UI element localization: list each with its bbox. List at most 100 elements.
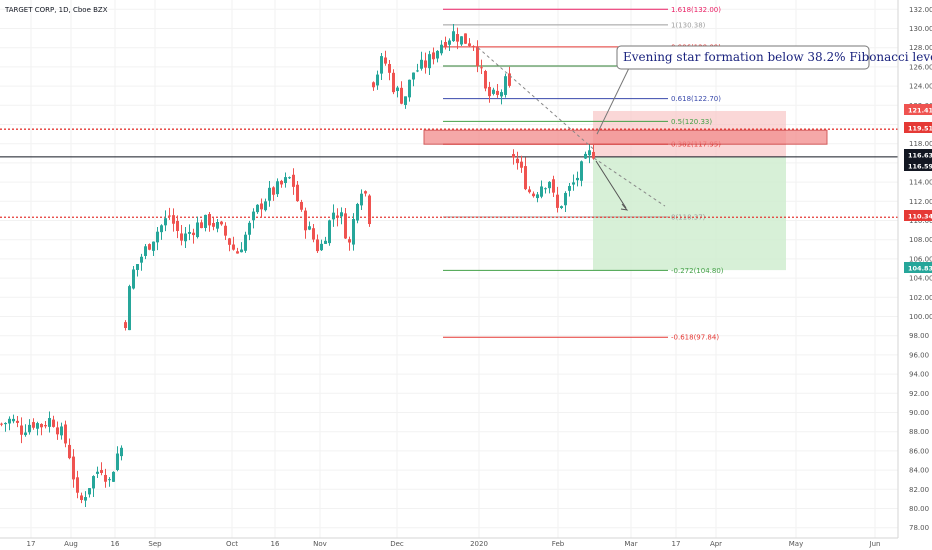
- candle-body: [0, 423, 3, 425]
- candle-body: [536, 194, 539, 199]
- candle-body: [308, 226, 311, 230]
- candle-body: [368, 195, 371, 225]
- candle-body: [96, 471, 99, 474]
- price-tag-label: 121.41: [908, 107, 932, 115]
- candle-body: [484, 71, 487, 89]
- candle-body: [80, 495, 83, 500]
- x-tick-label: 2020: [470, 540, 488, 548]
- candle-body: [400, 87, 403, 104]
- candle-body: [572, 182, 575, 185]
- y-tick-label: 114.00: [909, 179, 932, 187]
- drawings[interactable]: Evening star formation below 38.2% Fibon…: [423, 45, 932, 211]
- y-tick-label: 132.00: [909, 6, 932, 14]
- candle-body: [528, 189, 531, 193]
- candle-body: [412, 72, 415, 80]
- candle-body: [248, 222, 251, 235]
- candle-body: [500, 92, 503, 97]
- x-tick-label: 16: [271, 540, 280, 548]
- candle-body: [136, 264, 139, 270]
- candle-body: [356, 203, 359, 221]
- candle-body: [320, 243, 323, 251]
- candle-body: [256, 204, 259, 213]
- y-tick-label: 78.00: [909, 524, 929, 532]
- candle-body: [428, 54, 431, 69]
- candle-body: [524, 166, 527, 190]
- candle-body: [480, 67, 483, 69]
- price-tag-label: 119.51: [908, 125, 932, 133]
- candle-body: [384, 57, 387, 64]
- candle-body: [84, 497, 87, 501]
- candle-body: [416, 70, 419, 72]
- candle-body: [204, 214, 207, 228]
- candle-body: [132, 269, 135, 289]
- candle-body: [508, 73, 511, 86]
- candle-body: [312, 228, 315, 240]
- candle-body: [432, 52, 435, 60]
- y-tick-label: 82.00: [909, 486, 929, 494]
- candle-body: [252, 211, 255, 221]
- x-tick-label: Apr: [710, 540, 722, 548]
- y-tick-label: 126.00: [909, 63, 932, 71]
- price-tag-label: 104.83: [908, 265, 932, 273]
- annotation-text: Evening star formation below 38.2% Fibon…: [623, 50, 932, 64]
- resistance-zone-box: [423, 129, 828, 145]
- candle-body: [64, 424, 67, 444]
- candle-body: [24, 432, 27, 436]
- candle-body: [364, 191, 367, 194]
- candle-body: [520, 161, 523, 168]
- x-tick-label: Nov: [313, 540, 327, 548]
- candle-body: [220, 221, 223, 225]
- y-tick-label: 90.00: [909, 409, 929, 417]
- candle-body: [92, 476, 95, 489]
- candle-body: [224, 225, 227, 236]
- x-tick-label: 17: [27, 540, 36, 548]
- chart-title: TARGET CORP, 1D, Cboe BZX: [4, 6, 108, 14]
- candle-body: [176, 220, 179, 232]
- time-axis: 17 Aug 16 Sep Oct 16 Nov Dec 2020 Feb Mar 17 Apr May J…: [0, 537, 898, 548]
- price-tag: [904, 149, 932, 160]
- candle-body: [40, 423, 43, 428]
- y-tick-label: 100.00: [909, 313, 932, 321]
- candle-body: [128, 286, 131, 331]
- candle-body: [388, 63, 391, 73]
- candle-body: [588, 150, 591, 156]
- candle-body: [504, 76, 507, 95]
- candle-body: [68, 444, 71, 459]
- candle-body: [88, 488, 91, 495]
- candle-body: [340, 212, 343, 217]
- y-tick-label: 106.00: [909, 255, 932, 263]
- x-tick-label: Aug: [64, 540, 78, 548]
- projection-line: [593, 157, 666, 207]
- candle-body: [212, 223, 215, 227]
- candle-body: [152, 241, 155, 251]
- candle-body: [196, 222, 199, 238]
- candle-body: [116, 453, 119, 470]
- candle-body: [300, 202, 303, 210]
- y-tick-label: 94.00: [909, 371, 929, 379]
- candle-body: [316, 239, 319, 252]
- candle-body: [424, 60, 427, 68]
- arrow-head: [620, 203, 629, 211]
- candle-body: [44, 425, 47, 427]
- candle-body: [380, 56, 383, 74]
- candle-body: [72, 456, 75, 480]
- candle-body: [548, 181, 551, 189]
- y-tick-label: 118.00: [909, 140, 932, 148]
- candle-body: [324, 240, 327, 244]
- y-tick-label: 112.00: [909, 198, 932, 206]
- candle-body: [120, 447, 123, 457]
- candle-body: [448, 40, 451, 45]
- candle-body: [332, 212, 335, 220]
- candle-body: [232, 244, 235, 250]
- candle-body: [144, 246, 147, 256]
- candle-body: [276, 181, 279, 195]
- price-tag-label: 116.63: [908, 152, 932, 160]
- candle-body: [108, 479, 111, 481]
- fib-label: -0.618(97.84): [671, 334, 719, 342]
- candle-body: [568, 186, 571, 191]
- y-tick-label: 86.00: [909, 447, 929, 455]
- x-tick-label: Sep: [148, 540, 162, 548]
- y-tick-label: 124.00: [909, 83, 932, 91]
- candle-body: [576, 177, 579, 181]
